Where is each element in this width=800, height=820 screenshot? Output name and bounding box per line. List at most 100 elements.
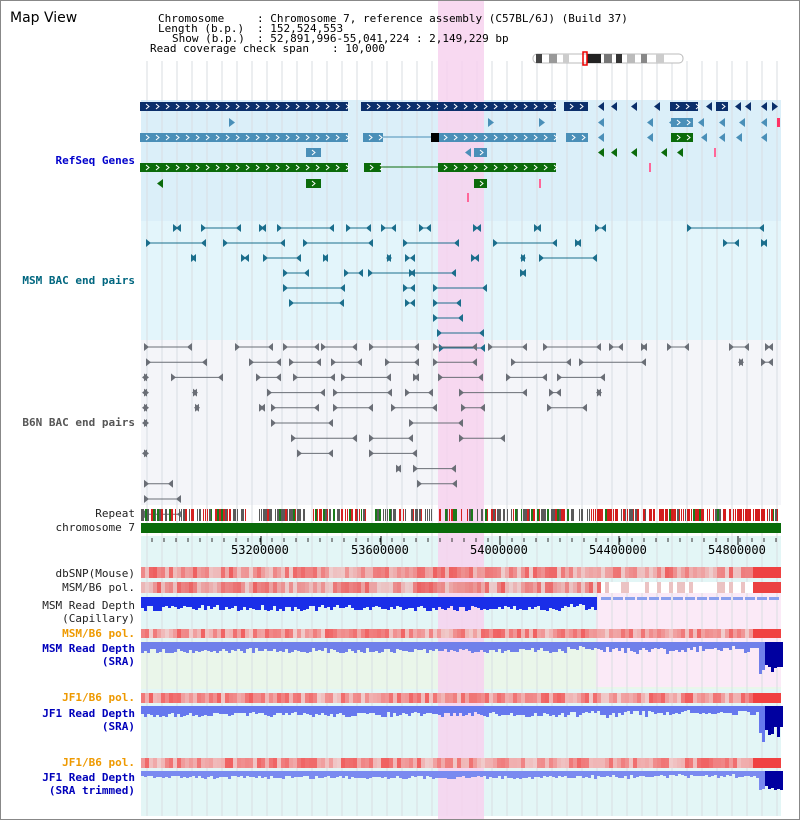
track-label-repeat: Repeat: [95, 507, 135, 520]
repeat-element: [695, 509, 697, 521]
bac-end: [368, 403, 373, 412]
heat-cell: [313, 758, 317, 768]
repeat-element: [193, 509, 194, 521]
depth-bar: [693, 771, 696, 776]
depth-bar: [492, 597, 495, 609]
heat-cell: [677, 567, 681, 578]
repeat-element: [345, 509, 346, 521]
depth-bar: [165, 642, 168, 653]
track-label-refseq[interactable]: RefSeq Genes: [55, 154, 135, 167]
repeat-element: [493, 509, 495, 521]
heat-cell: [577, 629, 581, 638]
bac-end: [410, 269, 415, 277]
heat-cell: [269, 693, 273, 703]
heat-cell: [277, 758, 281, 768]
depth-bar: [546, 597, 549, 611]
depth-bar: [417, 771, 420, 776]
heat-cell: [665, 629, 669, 638]
depth-bar: [759, 771, 762, 790]
depth-bar: [615, 771, 618, 777]
depth-bar: [150, 642, 153, 649]
bac-end: [333, 403, 338, 412]
gene-strand: [205, 164, 210, 171]
gene-strand: [325, 103, 330, 110]
track-label-jf1-depth-sra-1: JF1 Read Depth: [42, 707, 135, 720]
depth-bar: [243, 642, 246, 653]
heat-cell: [261, 629, 265, 638]
bac-end: [601, 224, 606, 232]
depth-bar: [198, 642, 201, 652]
repeat-element: [693, 509, 695, 521]
heat-cell: [197, 693, 201, 703]
depth-bar: [381, 706, 384, 717]
repeat-element: [591, 509, 592, 521]
depth-bar: [666, 706, 669, 712]
depth-bar: [759, 642, 762, 674]
repeat-element: [179, 509, 180, 521]
heat-cell: [197, 629, 201, 638]
repeat-element: [159, 509, 161, 521]
heat-cell: [157, 582, 161, 593]
depth-bar: [735, 706, 738, 715]
depth-bar: [393, 771, 396, 778]
heat-cell: [297, 567, 301, 578]
depth-bar: [360, 706, 363, 713]
heat-cell: [233, 582, 237, 593]
heat-cell: [269, 582, 273, 593]
heat-cell: [757, 758, 761, 768]
depth-bar: [561, 771, 564, 777]
depth-bar: [564, 642, 567, 653]
heat-cell: [173, 567, 177, 578]
depth-bar: [747, 642, 750, 652]
heat-cell: [185, 629, 189, 638]
bac-end: [642, 343, 647, 351]
repeat-element: [697, 509, 699, 521]
depth-bar: [498, 642, 501, 649]
depth-bar: [171, 771, 174, 776]
bac-end: [323, 254, 328, 262]
heat-cell: [549, 758, 553, 768]
gene-strand: [543, 103, 548, 110]
depth-bar: [465, 706, 468, 715]
depth-bar: [420, 642, 423, 650]
bac-end: [352, 343, 357, 351]
depth-bar: [384, 771, 387, 777]
depth-bar: [294, 706, 297, 712]
bac-end: [320, 388, 325, 397]
depth-bar: [753, 706, 756, 715]
depth-bar: [600, 642, 603, 650]
repeat-element: [595, 509, 596, 521]
gene: [670, 102, 698, 111]
heat-cell: [581, 758, 585, 768]
track-label-msm-bac[interactable]: MSM BAC end pairs: [22, 274, 135, 287]
heat-cell: [165, 758, 169, 768]
heat-cell: [257, 629, 261, 638]
bac-end: [543, 343, 548, 351]
heat-cell: [641, 693, 645, 703]
depth-bar: [696, 706, 699, 713]
depth-bar: [384, 642, 387, 649]
bac-end: [366, 224, 371, 232]
gene-arrow: [647, 118, 653, 127]
depth-bar: [369, 597, 372, 610]
gene-strand: [483, 164, 488, 171]
depth-bar: [582, 771, 585, 778]
depth-bar: [513, 706, 516, 716]
depth-bar: [210, 706, 213, 716]
depth-bar: [147, 597, 150, 606]
depth-bar: [531, 642, 534, 648]
bac-end: [426, 224, 431, 232]
heat-cell: [601, 693, 605, 703]
track-label-b6n-bac[interactable]: B6N BAC end pairs: [22, 416, 135, 429]
depth-bar: [534, 597, 537, 607]
gene-arrow: [157, 179, 163, 188]
depth-bar: [621, 642, 624, 648]
heat-cell: [465, 758, 469, 768]
heat-cell: [265, 758, 269, 768]
gene-strand: [571, 134, 576, 141]
coverage-value: : 10,000: [332, 42, 385, 55]
gene-strand: [695, 103, 700, 110]
depth-bar: [639, 706, 642, 715]
heat-cell: [397, 582, 401, 593]
